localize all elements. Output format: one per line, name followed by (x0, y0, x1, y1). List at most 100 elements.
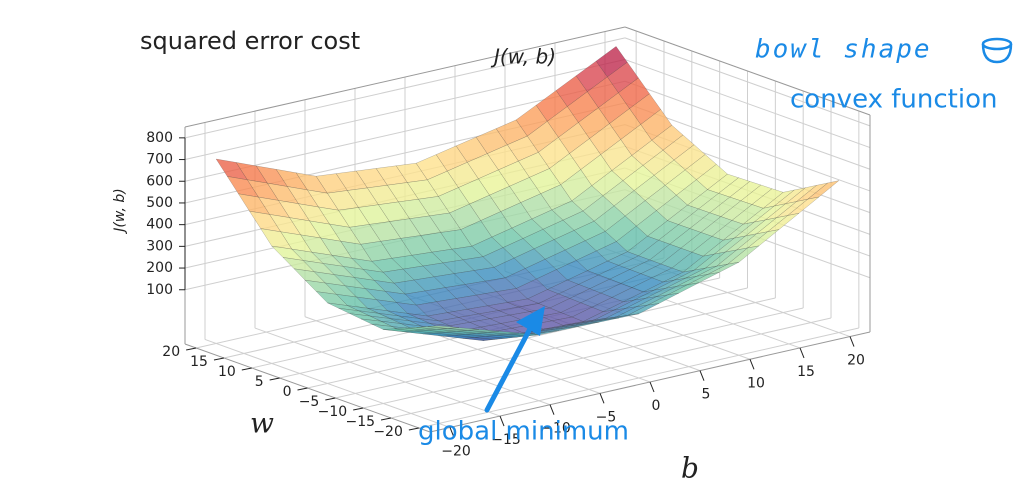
surface-patch (260, 228, 293, 250)
surface-patch (360, 318, 393, 327)
surface-patch (425, 328, 457, 333)
surface-patch (553, 230, 586, 251)
pane-edge (624, 26, 871, 116)
b-tick-label: −5 (596, 409, 617, 425)
surface-patch (642, 149, 675, 176)
tick-mark (186, 347, 197, 351)
w-tick-label: −5 (299, 394, 320, 410)
surface-patch (774, 187, 806, 207)
w-tick-label: −20 (373, 424, 403, 440)
surface-patch (631, 277, 664, 293)
surface-patch (700, 216, 733, 237)
surface-patch (626, 235, 660, 257)
tick-mark (213, 357, 225, 361)
surface-patch (355, 168, 388, 189)
surface-patch (497, 306, 531, 316)
pane-edge (184, 26, 626, 128)
w-tick-label: 20 (162, 344, 180, 360)
tick-mark (380, 417, 392, 421)
surface-patch (482, 247, 515, 268)
surface-patch (551, 316, 585, 326)
surface-patch (656, 194, 688, 221)
surface-patch (362, 268, 395, 284)
surface-patch (676, 179, 708, 206)
z-tick-label: 200 (146, 260, 173, 276)
surface-patch (455, 294, 489, 310)
surface-patch (646, 220, 680, 241)
tick-mark (297, 387, 308, 391)
surface-patch (358, 310, 390, 319)
surface-patch (676, 274, 708, 287)
surface-patch (538, 137, 570, 169)
surface-patch (275, 168, 308, 191)
tick-mark (749, 359, 755, 370)
surface-patch (620, 124, 653, 156)
grid-line (184, 59, 626, 161)
surface-patch (582, 195, 615, 222)
surface-patch (653, 159, 686, 186)
surface-patch (595, 241, 628, 262)
z-tick-label: 500 (146, 195, 173, 211)
surface-patch (405, 327, 437, 331)
grid-line (624, 59, 871, 149)
surface-patch (389, 218, 422, 239)
surface-patch (266, 182, 299, 205)
z-tick-label: 700 (146, 152, 173, 168)
surface-patch (669, 228, 702, 249)
surface-patch (751, 188, 784, 209)
surface-patch (427, 325, 459, 329)
surface-patch (706, 173, 740, 194)
surface-patch (394, 327, 426, 332)
surface-patch (636, 210, 668, 237)
surface-patch (740, 184, 773, 205)
ticks: 100200300400500600700800−20−15−10−505101… (146, 130, 865, 460)
surface-patch (518, 151, 550, 178)
surface-patch (511, 218, 544, 239)
surface-patch (618, 77, 650, 109)
chart-title: squared error cost (140, 27, 360, 55)
surface-patch (237, 193, 271, 215)
surface-patch (407, 313, 439, 322)
surface-patch (417, 196, 450, 217)
surface-patch (662, 134, 695, 161)
surface-patch (578, 107, 610, 139)
surface-patch (235, 162, 268, 184)
surface-patch (598, 92, 630, 124)
b-tick-label: −15 (491, 432, 521, 448)
surface-patch (496, 333, 528, 338)
b-tick-label: 10 (747, 375, 765, 391)
surface-patch (255, 165, 288, 187)
surface-patch (575, 250, 608, 271)
surface-patch (457, 313, 491, 323)
tick-mark (449, 427, 455, 438)
surface-patch (593, 205, 626, 232)
surface-patch (623, 289, 655, 303)
surface-patch (398, 315, 430, 324)
surface-patch (607, 313, 639, 320)
surface-patch (484, 277, 517, 292)
surface-patch (371, 258, 404, 273)
b-tick-label: −20 (441, 443, 471, 459)
surface-patch (567, 321, 599, 328)
z-tick-label: 300 (146, 238, 173, 254)
surface-patch (367, 307, 399, 317)
surface-patch (386, 182, 419, 203)
surface-patch (807, 180, 840, 200)
tick-mark (325, 397, 336, 401)
surface-patch (629, 259, 662, 274)
surface-patch (302, 260, 335, 275)
w-tick-label: 10 (218, 364, 236, 380)
surface-patch (395, 162, 428, 183)
surface-patch (560, 302, 593, 318)
surface-patch (282, 257, 315, 273)
surface-patch (609, 108, 642, 140)
tick-mark (599, 393, 605, 404)
surface-patch (589, 123, 622, 155)
tick-mark (799, 347, 805, 359)
surface-patch (745, 217, 777, 237)
surface-patch (438, 187, 470, 214)
tick-mark (699, 370, 705, 381)
tick-mark (353, 407, 364, 411)
surface-patch (504, 268, 537, 289)
surface-patch (373, 279, 406, 295)
